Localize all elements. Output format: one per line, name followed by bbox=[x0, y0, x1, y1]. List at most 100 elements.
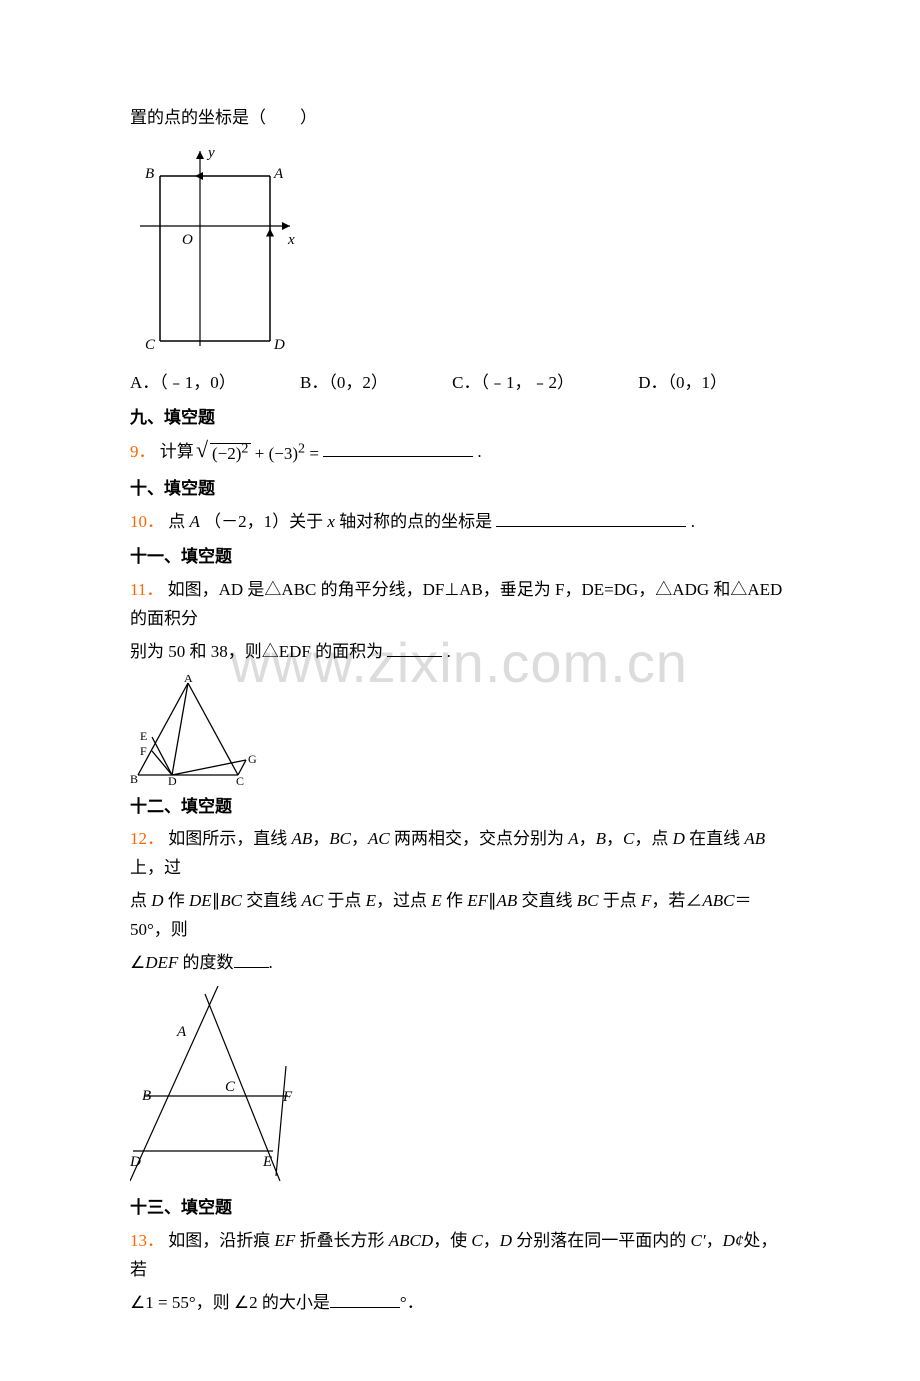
q13-t7: 的大小是 bbox=[258, 1293, 330, 1312]
q12-e: E bbox=[366, 891, 376, 910]
q12-ab3: AB bbox=[496, 891, 517, 910]
q10-after: 轴对称的点的坐标是 bbox=[339, 512, 492, 531]
q12-line3: ∠DEF 的度数. bbox=[130, 949, 790, 978]
svg-text:C: C bbox=[145, 337, 156, 353]
q13-t4: 分别落在同一平面内的 bbox=[512, 1231, 691, 1250]
q8-option-a-text: （﹣1，0） bbox=[159, 373, 236, 392]
q13-line1: 13． 如图，沿折痕 EF 折叠长方形 ABCD，使 C，D 分别落在同一平面内… bbox=[130, 1227, 790, 1285]
q13-t1: 如图，沿折痕 bbox=[168, 1231, 274, 1250]
q12-l2-3: 交直线 bbox=[242, 891, 302, 910]
svg-text:E: E bbox=[140, 729, 147, 743]
q11-text2: 别为 50 和 38，则△EDF 的面积为 bbox=[130, 642, 383, 661]
section-11-head: 十一、填空题 bbox=[130, 543, 790, 572]
svg-text:D: D bbox=[168, 774, 177, 785]
q8-figure: OxyBACD bbox=[130, 141, 790, 361]
q12-l2-d: D bbox=[151, 891, 163, 910]
q10-number: 10． bbox=[130, 512, 164, 531]
q11-number: 11． bbox=[130, 580, 163, 599]
q12-figure: ABCFDE bbox=[130, 986, 790, 1186]
q12-l2-5: ，过点 bbox=[376, 891, 431, 910]
svg-text:x: x bbox=[287, 232, 295, 248]
q13-cc1: ， bbox=[483, 1231, 500, 1250]
q9-blank[interactable] bbox=[323, 439, 473, 457]
q13-number: 13． bbox=[130, 1231, 164, 1250]
q13-ang2: ∠2 bbox=[234, 1293, 258, 1312]
q12-t4: 在直线 bbox=[685, 829, 745, 848]
q12-d: D bbox=[673, 829, 685, 848]
q8-option-b[interactable]: B．（0，2） bbox=[300, 369, 388, 398]
q12-blank[interactable] bbox=[234, 950, 269, 968]
section-13-head: 十三、填空题 bbox=[130, 1194, 790, 1223]
q12-t3: ，点 bbox=[634, 829, 672, 848]
q12-b: B bbox=[596, 829, 606, 848]
q12-l2-2: 作 bbox=[164, 891, 190, 910]
section-9-head: 九、填空题 bbox=[130, 404, 790, 433]
q12-abc: ABC bbox=[702, 891, 734, 910]
q12-l2-6: 作 bbox=[442, 891, 468, 910]
q10-line: 10． 点 A （－2，1）关于 x 轴对称的点的坐标是 . bbox=[130, 508, 790, 537]
q12-bc: BC bbox=[329, 829, 351, 848]
section-10-head: 十、填空题 bbox=[130, 475, 790, 504]
q11-figure: ABCDEFG bbox=[130, 675, 790, 785]
q9-pre: 计算 bbox=[160, 442, 194, 461]
q12-c: C bbox=[623, 829, 634, 848]
svg-text:C: C bbox=[225, 1079, 236, 1095]
svg-text:F: F bbox=[140, 744, 147, 758]
q8-option-a[interactable]: A．（﹣1，0） bbox=[130, 369, 236, 398]
q8-option-d-text: （0，1） bbox=[668, 373, 728, 392]
q12-c4: ， bbox=[606, 829, 623, 848]
q10-pre: 点 bbox=[168, 512, 189, 531]
q12-l2-7: 交直线 bbox=[517, 891, 577, 910]
q10-letter-x: x bbox=[327, 512, 335, 531]
q12-def: DEF bbox=[145, 953, 178, 972]
q13-t2: 折叠长方形 bbox=[295, 1231, 389, 1250]
q13-t3: ，使 bbox=[433, 1231, 471, 1250]
q12-l2-4: 于点 bbox=[323, 891, 366, 910]
svg-text:G: G bbox=[248, 752, 257, 766]
svg-text:y: y bbox=[206, 145, 215, 161]
q13-abcd: ABCD bbox=[389, 1231, 433, 1250]
q12-par1: ∥ bbox=[212, 891, 221, 910]
q12-post: . bbox=[269, 953, 273, 972]
q12-ac2: AC bbox=[301, 891, 323, 910]
q12-t2: 两两相交，交点分别为 bbox=[390, 829, 569, 848]
q10-blank[interactable] bbox=[496, 509, 686, 527]
q13-dp: D¢ bbox=[723, 1231, 744, 1250]
q13-c: C bbox=[471, 1231, 482, 1250]
q12-ab2: AB bbox=[744, 829, 765, 848]
q11-text1: 如图，AD 是△ABC 的角平分线，DF⊥AB，垂足为 F，DE=DG，△ADG… bbox=[130, 580, 782, 628]
q13-deg: °． bbox=[400, 1293, 424, 1312]
q12-l3-1: ∠ bbox=[130, 953, 145, 972]
q12-number: 12． bbox=[130, 829, 164, 848]
q12-bc2: BC bbox=[220, 891, 242, 910]
q12-l3-2: 的度数 bbox=[178, 953, 233, 972]
q11-blank[interactable] bbox=[387, 639, 442, 657]
q12-c2: ， bbox=[351, 829, 368, 848]
q13-t6: ，则 bbox=[196, 1293, 234, 1312]
q12-l2-8: 于点 bbox=[599, 891, 642, 910]
q8-option-d[interactable]: D．（0，1） bbox=[638, 369, 727, 398]
q12-line1: 12． 如图所示，直线 AB，BC，AC 两两相交，交点分别为 A，B，C，点 … bbox=[130, 825, 790, 883]
q9-number: 9． bbox=[130, 442, 156, 461]
q8-option-c[interactable]: C．（﹣1，﹣2） bbox=[452, 369, 574, 398]
section-12-head: 十二、填空题 bbox=[130, 793, 790, 822]
svg-text:A: A bbox=[184, 675, 193, 685]
q12-l2-9: ，若∠ bbox=[651, 891, 702, 910]
q12-ef: EF bbox=[467, 891, 488, 910]
q11-line2: 别为 50 和 38，则△EDF 的面积为 . bbox=[130, 638, 790, 667]
svg-text:A: A bbox=[273, 166, 284, 182]
svg-text:A: A bbox=[176, 1024, 187, 1040]
svg-text:O: O bbox=[182, 232, 193, 248]
q12-de: DE bbox=[189, 891, 212, 910]
svg-text:E: E bbox=[262, 1154, 272, 1170]
q10-post: . bbox=[691, 512, 695, 531]
q9-expression: √ (−2)2 + (−3)2 = bbox=[198, 437, 319, 470]
q9-post: . bbox=[477, 442, 481, 461]
q12-c3: ， bbox=[579, 829, 596, 848]
q13-blank[interactable] bbox=[330, 1290, 400, 1308]
q12-l2-1: 点 bbox=[130, 891, 151, 910]
q13-line2: ∠1 = 55°，则 ∠2 的大小是°． bbox=[130, 1289, 790, 1318]
q8-tail: 置的点的坐标是（ ） bbox=[130, 104, 790, 133]
svg-text:D: D bbox=[130, 1154, 141, 1170]
q10-paren: （－2，1）关于 bbox=[204, 512, 327, 531]
